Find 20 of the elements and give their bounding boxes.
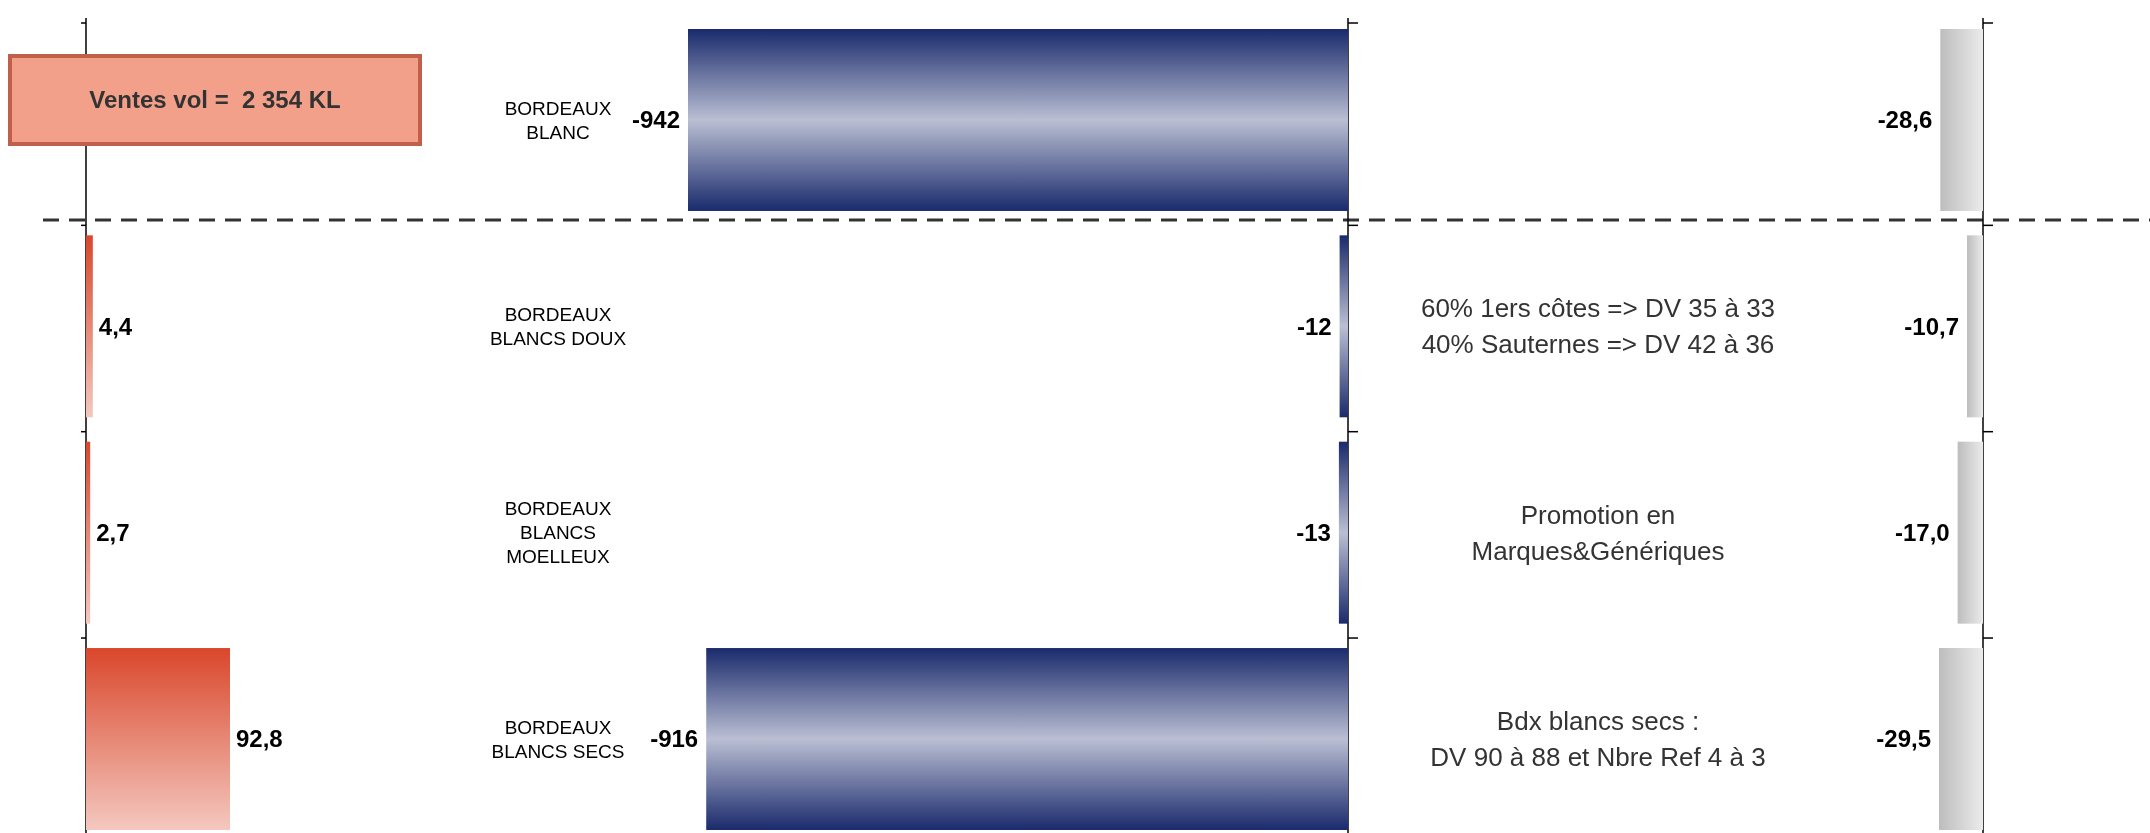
data-label: -942 [631,106,680,134]
data-label: 92,8 [236,725,283,753]
label-box: Ventes vol = 2 354 KL [8,54,422,146]
text: Bdx blancs secs : DV 90 à 88 et Nbre Ref 4 à 3 [1430,706,1766,773]
data-label: -916 [650,725,699,753]
text: 60% 1ers côtes => DV 35 à 33 40% Sauternes => DV 42 à 36 [1420,293,1776,360]
y-tick-label: BORDEAUX BLANCS SECS [491,716,625,762]
data-label: -12 [1296,312,1332,340]
y-tick-label: BORDEAUX BLANCS MOELLEUX [504,498,612,568]
data-label: -28,6 [1877,106,1933,134]
y-tick-label: BORDEAUX BLANCS DOUX [489,303,627,349]
data-label: 2,7 [96,519,130,547]
data-label: 4,4 [98,312,133,340]
data-label: -17,0 [1894,519,1950,547]
data-label: -10,7 [1904,312,1960,340]
data-label: -29,5 [1876,725,1931,753]
text: Promotion en Marques&Génériques [1471,499,1725,566]
annotation: Ventes vol = 2 354 KL [89,86,341,114]
y-tick-label: BORDEAUX BLANC [504,97,612,143]
data-label: -13 [1296,519,1331,547]
